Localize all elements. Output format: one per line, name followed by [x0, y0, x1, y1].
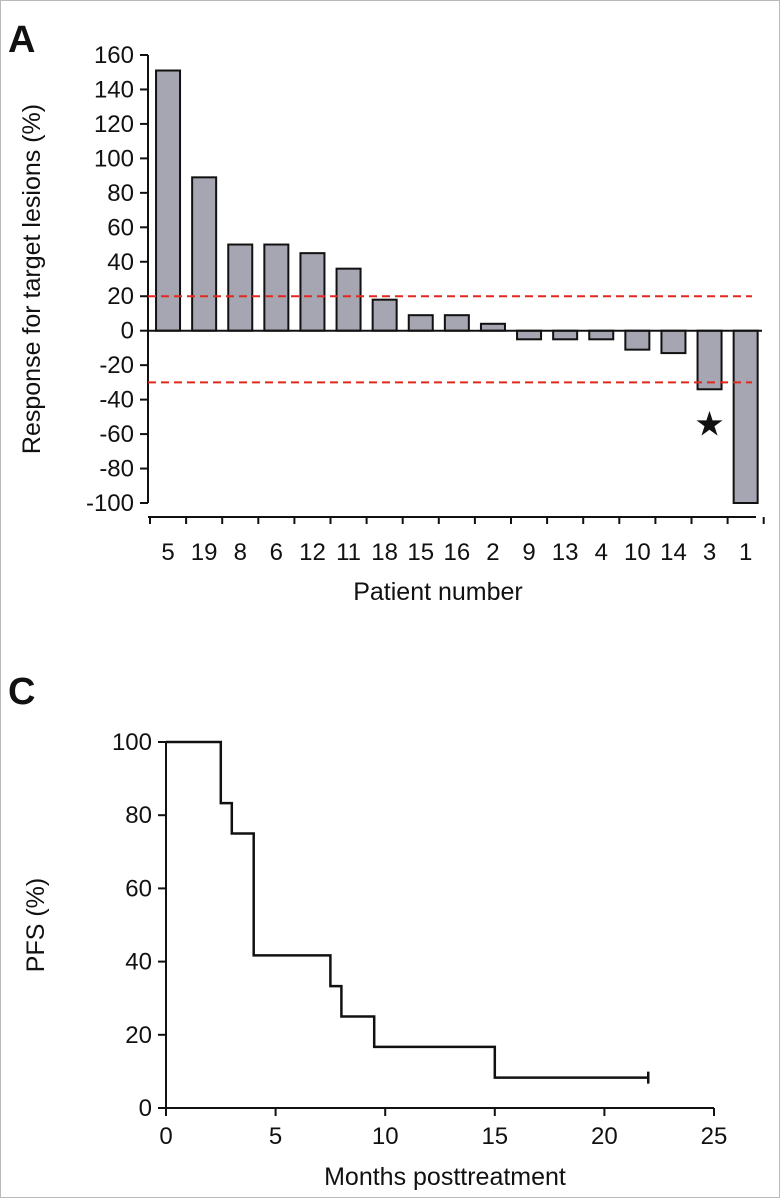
panel-a-y-tick-label: -20	[99, 352, 134, 379]
panel-c-letter: C	[8, 671, 35, 713]
panel-c-y-tick-label: 0	[139, 1095, 152, 1122]
panel-a-x-tick-label: 10	[624, 539, 651, 566]
panel-a-letter: A	[8, 19, 35, 61]
panel-a-bar	[371, 298, 398, 332]
panel-c-survival-curve	[166, 740, 649, 1079]
panel-a-bar	[407, 314, 434, 332]
panel-a-bar	[660, 329, 687, 355]
panel-c-y-tick-label: 100	[112, 729, 152, 756]
panel-a-x-tick-label: 11	[336, 539, 361, 566]
panel-a-bar	[552, 329, 579, 341]
panel-a-y-tick-label: 40	[107, 249, 134, 276]
panel-c-survival-chart: C PFS (%) Months posttreatment 0 20 40 60 80…	[8, 671, 727, 1191]
panel-a-x-tick-label: 6	[270, 539, 283, 566]
panel-a-y-axis-title: Response for target lesions (%)	[18, 104, 46, 454]
panel-a-x-tick-label: 9	[522, 539, 535, 566]
panel-c-x-axis-title: Months posttreatment	[324, 1163, 566, 1191]
panel-c-x-tick-label: 15	[481, 1123, 508, 1150]
panel-a-bar	[335, 267, 362, 332]
panel-a-bar	[227, 243, 254, 332]
panel-a-y-tick-label: -80	[99, 456, 134, 483]
panel-c-x-tick-label: 25	[701, 1123, 728, 1150]
panel-a-bar	[299, 252, 326, 332]
panel-c-x-tick-label: 20	[591, 1123, 618, 1150]
panel-a-x-tick-label: 3	[703, 539, 716, 566]
panel-a-x-tick-label: 16	[443, 539, 470, 566]
panel-a-bar	[624, 329, 651, 351]
panel-a-x-tick-label: 5	[161, 539, 174, 566]
panel-a-x-tick-label: 14	[660, 539, 687, 566]
panel-a-x-axis-title: Patient number	[353, 578, 523, 606]
panel-c-y-tick-label: 20	[125, 1022, 152, 1049]
panel-a-y-tick-label: 120	[94, 111, 134, 138]
panel-a-x-tick-label: 4	[595, 539, 608, 566]
panel-c-x-tick-label: 5	[269, 1123, 282, 1150]
panel-a-bar	[155, 69, 182, 332]
panel-a-y-tick-label: 80	[107, 180, 134, 207]
panel-c-y-tick-label: 80	[125, 802, 152, 829]
panel-a-x-tick-label: 1	[739, 539, 752, 566]
panel-a-y-tick-label: 100	[94, 145, 134, 172]
panel-a-bar	[191, 176, 218, 332]
panel-a-x-tick-label: 15	[407, 539, 434, 566]
panel-a-y-tick-label: 60	[107, 214, 134, 241]
panel-c-y-axis-title: PFS (%)	[22, 878, 50, 972]
panel-a-y-tick-label: 140	[94, 76, 134, 103]
panel-c-y-tick-label: 60	[125, 875, 152, 902]
panel-a-bar	[516, 329, 543, 341]
panel-a-y-tick-label: 0	[121, 318, 134, 345]
panel-a-x-tick-label: 12	[299, 539, 326, 566]
panel-a-y-tick-label: -40	[99, 387, 134, 414]
panel-a-bar	[479, 322, 506, 332]
panel-a-y-tick-label: -100	[86, 490, 134, 517]
panel-c-y-tick-label: 40	[125, 949, 152, 976]
panel-a-y-tick-label: -60	[99, 421, 134, 448]
panel-a-y-tick-label: 160	[94, 42, 134, 69]
panel-a-x-tick-label: 13	[552, 539, 579, 566]
panel-a-bar-chart: A Response for target lesions (%) Patien…	[8, 19, 765, 606]
panel-a-bar	[696, 329, 723, 391]
panel-a-star-annotation: ★	[694, 405, 724, 443]
panel-a-y-tick-label: 20	[107, 283, 134, 310]
panel-c-x-tick-label: 10	[372, 1123, 399, 1150]
panel-a-bar	[443, 314, 470, 332]
panel-a-x-tick-label: 19	[191, 539, 218, 566]
panel-a-x-tick-label: 18	[371, 539, 398, 566]
panel-c-x-tick-label: 0	[159, 1123, 172, 1150]
panel-a-bar	[588, 329, 615, 341]
panel-a-x-tick-label: 2	[486, 539, 499, 566]
panel-a-x-tick-label: 8	[234, 539, 247, 566]
panel-a-bar	[263, 243, 290, 332]
panel-a-bar	[732, 329, 759, 505]
